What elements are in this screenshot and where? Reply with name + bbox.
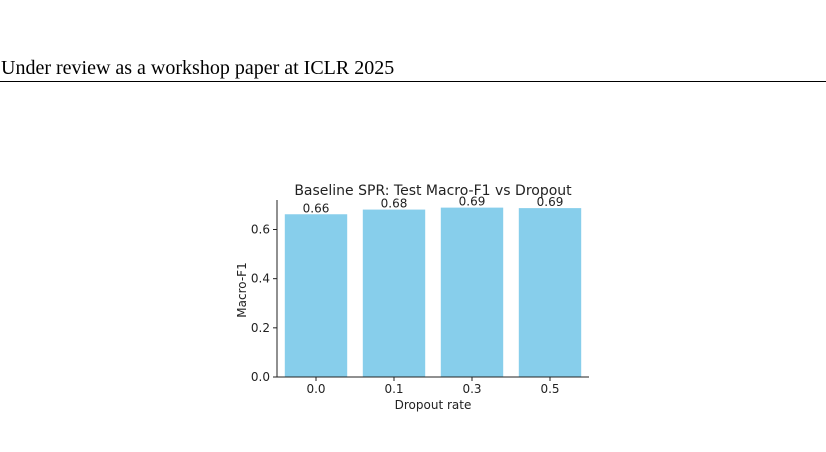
y-tick-label-0.2: 0.2 xyxy=(251,321,270,335)
bar-0.1 xyxy=(362,209,426,377)
value-label-0.3: 0.69 xyxy=(459,195,486,209)
x-tick-label-0.0: 0.0 xyxy=(306,382,325,396)
x-axis-label: Dropout rate xyxy=(395,398,472,412)
page-header: Under review as a workshop paper at ICLR… xyxy=(0,55,826,82)
header-text: Under review as a workshop paper at ICLR… xyxy=(1,57,395,79)
bar-0.3 xyxy=(440,207,504,377)
x-tick-label-0.3: 0.3 xyxy=(462,382,481,396)
y-tick-label-0.0: 0.0 xyxy=(251,370,270,384)
bar-0.0 xyxy=(284,214,348,377)
y-axis-label: Macro-F1 xyxy=(235,262,249,317)
chart-title: Baseline SPR: Test Macro-F1 vs Dropout xyxy=(294,183,572,199)
value-label-0.1: 0.68 xyxy=(381,197,408,211)
x-tick-label-0.1: 0.1 xyxy=(384,382,403,396)
value-label-0.5: 0.69 xyxy=(537,195,564,209)
y-tick-label-0.6: 0.6 xyxy=(251,223,270,237)
x-tick-label-0.5: 0.5 xyxy=(540,382,559,396)
value-label-0.0: 0.66 xyxy=(303,201,330,215)
bar-0.5 xyxy=(518,208,582,377)
y-tick-label-0.4: 0.4 xyxy=(251,272,270,286)
